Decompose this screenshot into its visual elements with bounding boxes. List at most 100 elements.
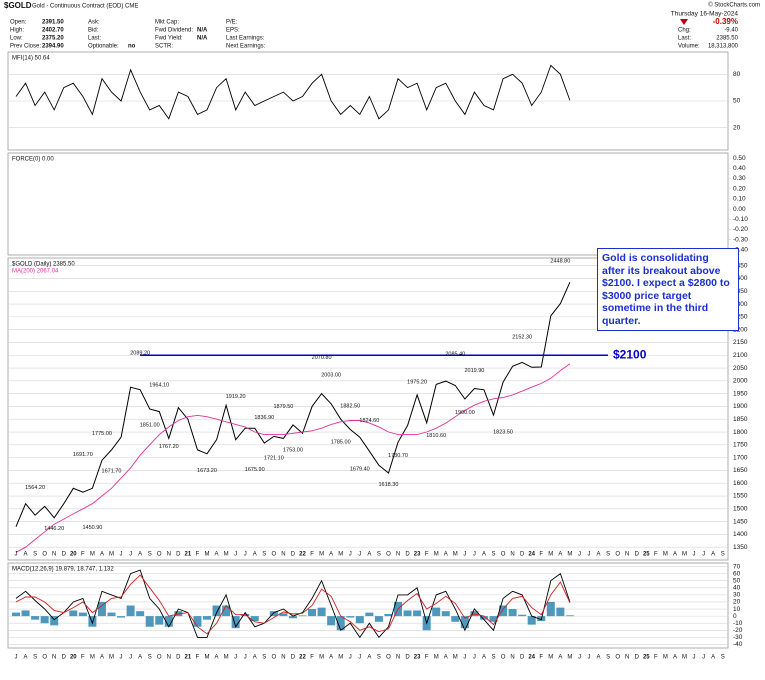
x-tick-label: A	[482, 552, 486, 558]
x-tick-label: S	[721, 552, 725, 558]
x-tick-label: M	[434, 552, 439, 558]
y-tick-label: 10	[733, 606, 741, 613]
x-tick-label: M	[224, 552, 229, 558]
y-tick-label: 40	[733, 585, 741, 592]
x-tick-label: J	[358, 655, 361, 661]
x-tick-label: J	[120, 552, 123, 558]
x-tick-label: M	[663, 552, 668, 558]
x-tick-label: D	[405, 552, 410, 558]
x-tick-label: J	[244, 655, 247, 661]
source: © StockCharts.com	[708, 2, 760, 9]
price-annotation: 1721.10	[264, 456, 284, 462]
x-tick-label: N	[281, 552, 285, 558]
x-tick-label: O	[615, 552, 620, 558]
x-tick-label: M	[682, 655, 687, 661]
price-annotation: 1767.20	[159, 444, 179, 450]
price-annotation: 1785.00	[331, 439, 351, 445]
x-tick-label: A	[673, 655, 677, 661]
x-tick-label: J	[129, 655, 132, 661]
y-tick-label: 0.20	[733, 185, 746, 192]
x-tick-label: A	[597, 655, 601, 661]
info-value: 2394.90	[42, 44, 64, 50]
price-annotation: 1753.00	[283, 448, 303, 454]
x-tick-label: J	[693, 552, 696, 558]
x-tick-label: J	[702, 655, 705, 661]
panel-frame	[7, 152, 729, 256]
x-tick-label: M	[205, 655, 210, 661]
info-label: Open:	[10, 20, 27, 26]
x-tick-label: J	[15, 655, 18, 661]
y-tick-label: 50	[733, 98, 741, 105]
y-tick-label: 0.50	[733, 155, 746, 162]
histogram-bar	[508, 609, 517, 617]
x-tick-label: O	[42, 552, 47, 558]
price-annotation: 1851.00	[140, 422, 160, 428]
x-tick-label: J	[693, 655, 696, 661]
y-tick-label: 1550	[733, 493, 748, 500]
x-tick-label: J	[234, 655, 237, 661]
x-tick-label: D	[520, 552, 525, 558]
x-tick-label: O	[386, 655, 391, 661]
info-label: Last Earnings:	[226, 36, 265, 42]
info-label: SCTR:	[155, 44, 173, 50]
y-tick-label: -0.10	[733, 216, 748, 223]
x-tick-label: S	[606, 655, 610, 661]
y-tick-label: 0.00	[733, 206, 746, 213]
x-tick-label: J	[578, 655, 581, 661]
x-tick-label: F	[539, 552, 543, 558]
x-tick-label: A	[597, 552, 601, 558]
x-tick-label: O	[501, 552, 506, 558]
x-tick-label: O	[272, 655, 277, 661]
y-tick-label: 2050	[733, 365, 748, 372]
instrument-name: Gold - Continuous Contract (EOD) CME	[32, 4, 138, 10]
x-tick-label: N	[396, 655, 400, 661]
histogram-bar	[432, 607, 441, 617]
x-tick-label: D	[62, 655, 67, 661]
legend-entry: MA(200) 2067.04	[12, 269, 59, 275]
x-tick-label: 22	[299, 655, 306, 661]
histogram-bar	[117, 616, 126, 618]
histogram-bar	[413, 610, 422, 617]
x-tick-label: A	[444, 655, 448, 661]
x-tick-label: 20	[70, 552, 77, 558]
x-tick-label: M	[319, 552, 324, 558]
x-tick-label: J	[588, 552, 591, 558]
histogram-bar	[88, 616, 97, 627]
x-tick-label: A	[367, 655, 371, 661]
price-annotation: 2089.20	[130, 350, 150, 356]
x-tick-label: A	[329, 655, 333, 661]
x-tick-label: J	[578, 552, 581, 558]
legend-entry: $GOLD (Daily) 2385.50	[12, 262, 75, 268]
legend-entry: MFI(14) 50.64	[12, 56, 50, 62]
histogram-bar	[212, 605, 221, 617]
price-annotation: 1824.60	[359, 418, 379, 424]
x-tick-label: J	[15, 552, 18, 558]
x-tick-label: 21	[185, 655, 192, 661]
histogram-bar	[269, 611, 278, 617]
x-tick-label: O	[386, 552, 391, 558]
x-tick-label: S	[491, 655, 495, 661]
x-tick-label: 25	[643, 552, 650, 558]
histogram-bar	[451, 616, 460, 622]
x-tick-label: M	[453, 552, 458, 558]
price-annotation: 1775.00	[92, 431, 112, 437]
y-tick-label: 1700	[733, 454, 748, 461]
x-tick-label: M	[205, 552, 210, 558]
info-value: no	[128, 44, 136, 50]
histogram-bar	[499, 605, 508, 617]
x-tick-label: D	[291, 655, 296, 661]
x-tick-label: N	[510, 655, 514, 661]
y-tick-label: -0.30	[733, 236, 748, 243]
x-tick-label: 24	[528, 655, 535, 661]
x-tick-label: A	[215, 552, 219, 558]
x-tick-label: N	[281, 655, 285, 661]
x-tick-label: O	[501, 655, 506, 661]
x-tick-label: 25	[643, 655, 650, 661]
histogram-bar	[355, 616, 364, 624]
price-annotation: 2070.80	[312, 355, 332, 361]
x-tick-label: F	[310, 552, 314, 558]
x-tick-label: S	[491, 552, 495, 558]
x-tick-label: M	[338, 655, 343, 661]
x-tick-label: S	[377, 552, 381, 558]
